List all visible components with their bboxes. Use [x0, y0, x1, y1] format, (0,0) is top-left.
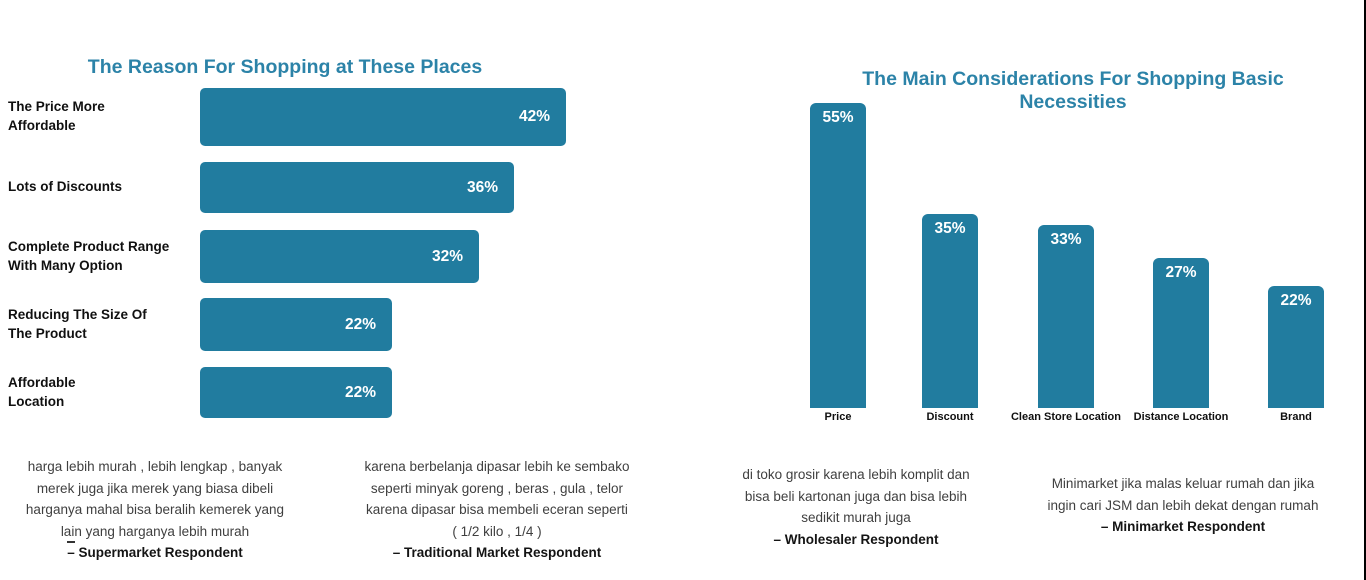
- quote-attribution: – Traditional Market Respondent: [392, 545, 602, 560]
- quote-wholesaler-respondent: di toko grosir karena lebih komplit dan b…: [706, 464, 1006, 550]
- bar-affordable-location: 22%: [200, 367, 392, 418]
- quote-line: merek juga jika merek yang biasa dibeli: [36, 480, 274, 496]
- bar-price: 55%: [810, 103, 866, 408]
- bar-complete-product-range-with-many-option: 32%: [200, 230, 479, 283]
- category-label-reducing-the-size-of-the-product: Reducing The Size Of The Product: [8, 306, 147, 341]
- bar-value-label: 35%: [934, 220, 966, 237]
- quote-line: bisa beli kartonan juga dan bisa lebih: [744, 488, 968, 504]
- bar-value-label: 33%: [1050, 231, 1082, 248]
- bar-value-label: 36%: [466, 178, 498, 196]
- stray-dash-mark: [67, 541, 75, 543]
- quote-line: harganya mahal bisa beralih kemerek yang: [25, 502, 285, 517]
- bar-value-label: 55%: [822, 109, 854, 126]
- category-label-the-price-more-affordable: The Price More Affordable: [8, 99, 105, 133]
- quote-line: harga lebih murah , lebih lengkap , bany…: [27, 459, 283, 474]
- quote-line: seperti minyak goreng , beras , gula , t…: [370, 480, 624, 496]
- quote-attribution: – Minimarket Respondent: [1100, 519, 1266, 534]
- bar-value-label: 22%: [344, 315, 376, 333]
- quote-attribution: – Wholesaler Respondent: [773, 531, 939, 547]
- category-label-complete-product-range-with-many-option: Complete Product Range With Many Option: [8, 238, 170, 273]
- quote-line: sedikit murah juga: [801, 510, 911, 525]
- axis-label-clean-store-location: Clean Store Location: [1010, 411, 1122, 423]
- bar-value-label: 32%: [431, 247, 463, 265]
- quote-line: karena dipasar bisa membeli eceran seper…: [366, 502, 628, 517]
- quote-line: ingin cari JSM dan lebih dekat dengan ru…: [1047, 497, 1319, 513]
- quote-traditional-market-respondent: karena berbelanja dipasar lebih ke semba…: [347, 456, 647, 564]
- quote-supermarket-respondent: harga lebih murah , lebih lengkap , bany…: [5, 456, 305, 564]
- quote-line: lain yang harganya lebih murah: [60, 523, 250, 539]
- canvas-right-edge-line: [1364, 0, 1366, 580]
- quote-line: Minimarket jika malas keluar rumah dan j…: [1051, 476, 1315, 491]
- axis-label-distance-location: Distance Location: [1133, 411, 1229, 423]
- bar-value-label: 22%: [1280, 292, 1312, 309]
- bar-brand: 22%: [1268, 286, 1324, 408]
- quote-line: ( 1/2 kilo , 1/4 ): [452, 523, 542, 539]
- quote-attribution: – Supermarket Respondent: [67, 545, 243, 560]
- bar-discount: 35%: [922, 214, 978, 408]
- right-chart-title: The Main Considerations For Shopping Bas…: [862, 68, 1284, 114]
- bar-value-label: 42%: [518, 108, 550, 125]
- axis-label-brand: Brand: [1280, 411, 1312, 423]
- bar-reducing-the-size-of-the-product: 22%: [200, 298, 392, 351]
- bar-value-label: 27%: [1165, 264, 1197, 281]
- axis-label-discount: Discount: [926, 411, 974, 423]
- bar-distance-location: 27%: [1153, 258, 1209, 408]
- category-label-affordable-location: Affordable Location: [8, 374, 76, 409]
- bar-lots-of-discounts: 36%: [200, 162, 514, 213]
- bar-the-price-more-affordable: 42%: [200, 88, 566, 146]
- quote-minimarket-respondent: Minimarket jika malas keluar rumah dan j…: [1033, 473, 1333, 538]
- bar-clean-store-location: 33%: [1038, 225, 1094, 408]
- axis-label-price: Price: [824, 411, 852, 423]
- category-label-lots-of-discounts: Lots of Discounts: [8, 179, 122, 195]
- bar-value-label: 22%: [344, 383, 376, 401]
- left-chart-title: The Reason For Shopping at These Places: [87, 56, 483, 79]
- quote-line: karena berbelanja dipasar lebih ke semba…: [364, 459, 630, 474]
- quote-line: di toko grosir karena lebih komplit dan: [742, 467, 970, 482]
